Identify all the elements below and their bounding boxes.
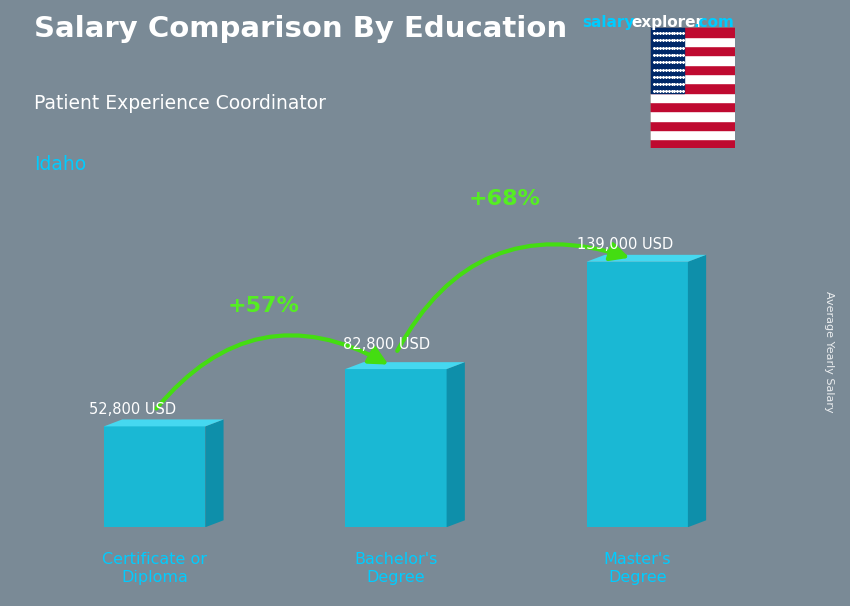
Polygon shape: [446, 362, 465, 527]
Text: 52,800 USD: 52,800 USD: [89, 402, 177, 417]
Bar: [345, 369, 446, 527]
Text: +68%: +68%: [468, 188, 541, 208]
Polygon shape: [345, 362, 465, 369]
Bar: [650, 46, 735, 55]
Text: Average Yearly Salary: Average Yearly Salary: [824, 291, 834, 412]
Text: Idaho: Idaho: [34, 155, 86, 173]
Bar: [650, 83, 735, 93]
Bar: [104, 427, 206, 527]
Bar: [650, 27, 735, 36]
Bar: [650, 102, 735, 111]
Text: 139,000 USD: 139,000 USD: [577, 238, 673, 252]
Polygon shape: [586, 255, 706, 262]
Polygon shape: [206, 419, 224, 527]
Bar: [650, 27, 684, 93]
Text: Patient Experience Coordinator: Patient Experience Coordinator: [34, 94, 326, 113]
Bar: [650, 36, 735, 46]
Bar: [586, 262, 688, 527]
Text: 82,800 USD: 82,800 USD: [343, 337, 430, 351]
Bar: [650, 74, 735, 83]
Bar: [650, 55, 735, 65]
Text: explorer: explorer: [632, 15, 704, 30]
Bar: [650, 130, 735, 139]
Bar: [650, 65, 735, 74]
Text: .com: .com: [694, 15, 734, 30]
Text: Salary Comparison By Education: Salary Comparison By Education: [34, 15, 567, 43]
Polygon shape: [104, 419, 224, 427]
Text: salary: salary: [582, 15, 635, 30]
Bar: [650, 139, 735, 148]
Text: +57%: +57%: [227, 296, 299, 316]
Bar: [650, 121, 735, 130]
Bar: [650, 111, 735, 121]
Bar: [650, 93, 735, 102]
Polygon shape: [688, 255, 706, 527]
